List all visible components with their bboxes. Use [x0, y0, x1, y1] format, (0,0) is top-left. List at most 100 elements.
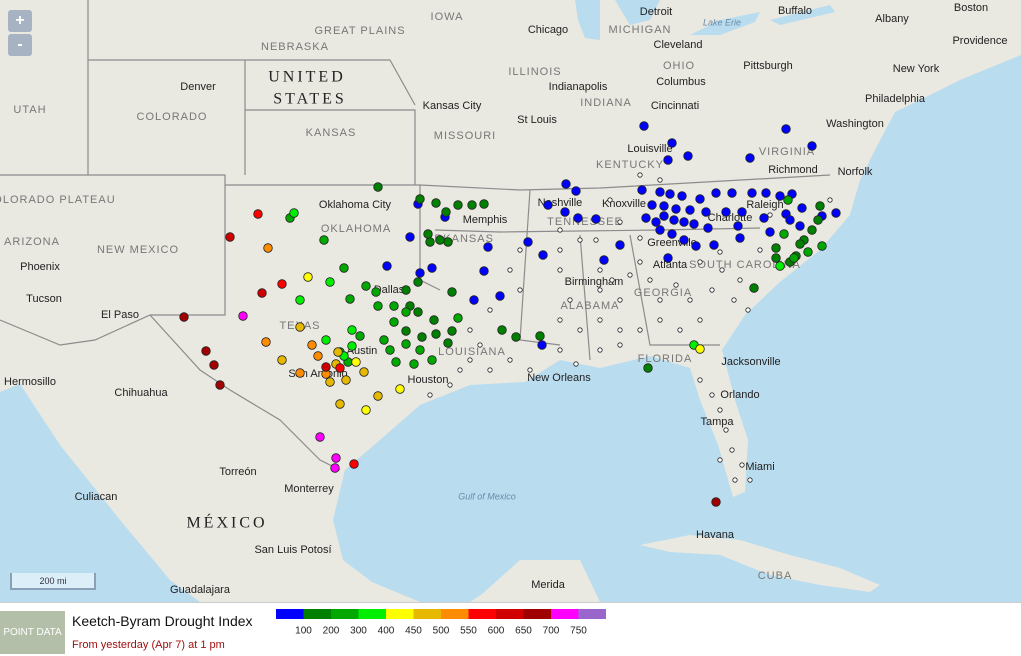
station-dot	[717, 407, 723, 413]
station-dot	[609, 277, 615, 283]
station-dot	[215, 380, 225, 390]
station-dot	[677, 191, 687, 201]
station-dot	[637, 259, 643, 265]
station-dot	[469, 295, 479, 305]
map-label: MICHIGAN	[609, 24, 672, 36]
map-label: ARIZONA	[4, 236, 60, 248]
station-dot	[745, 153, 755, 163]
station-dot	[771, 243, 781, 253]
station-dot	[179, 312, 189, 322]
station-dot	[617, 297, 623, 303]
station-dot	[627, 272, 633, 278]
station-dot	[277, 355, 287, 365]
station-dot	[685, 205, 695, 215]
map-label: Hermosillo	[4, 376, 56, 388]
legend-swatch	[358, 609, 386, 619]
map-label: VIRGINIA	[759, 146, 815, 158]
station-dot	[577, 327, 583, 333]
station-dot	[637, 185, 647, 195]
zoom-in[interactable]: +	[8, 10, 32, 32]
station-dot	[781, 124, 791, 134]
map-label: INDIANA	[580, 97, 632, 109]
station-dot	[667, 229, 677, 239]
station-dot	[431, 198, 441, 208]
station-dot	[457, 367, 463, 373]
station-dot	[617, 219, 623, 225]
station-dot	[711, 497, 721, 507]
legend-label: 700	[543, 626, 560, 637]
station-dot	[637, 172, 643, 178]
station-dot	[747, 188, 757, 198]
station-dot	[731, 297, 737, 303]
station-dot	[389, 317, 399, 327]
station-dot	[641, 213, 651, 223]
lake	[770, 5, 835, 25]
legend-label: 200	[323, 626, 340, 637]
map-label: GEORGIA	[634, 287, 692, 299]
station-dot	[673, 282, 679, 288]
station-dot	[415, 194, 425, 204]
station-dot	[735, 233, 745, 243]
station-dot	[371, 287, 381, 297]
station-dot	[431, 329, 441, 339]
map-label: Chicago	[528, 24, 568, 36]
legend-swatch	[441, 609, 469, 619]
station-dot	[557, 227, 563, 233]
map-label: SOUTH CAROLINA	[689, 259, 801, 271]
map-label: Lake Erie	[703, 17, 741, 27]
station-dot	[683, 151, 693, 161]
station-dot	[797, 203, 807, 213]
station-dot	[651, 217, 661, 227]
map-label: Gulf of Mexico	[458, 491, 516, 501]
legend-label: 450	[405, 626, 422, 637]
station-dot	[813, 215, 823, 225]
legend-label: 600	[488, 626, 505, 637]
map-label: Cleveland	[654, 39, 703, 51]
map-label: STATES	[273, 91, 347, 108]
station-dot	[413, 277, 423, 287]
legend-label: 100	[295, 626, 312, 637]
station-dot	[443, 338, 453, 348]
legend-swatch	[523, 609, 551, 619]
station-dot	[759, 213, 769, 223]
station-dot	[201, 346, 211, 356]
station-dot	[771, 253, 781, 263]
station-dot	[779, 229, 789, 239]
station-dot	[417, 332, 427, 342]
zoom-out[interactable]: -	[8, 34, 32, 56]
station-dot	[443, 237, 453, 247]
legend-swatch	[413, 609, 441, 619]
lake	[690, 12, 760, 35]
station-dot	[429, 315, 439, 325]
station-dot	[647, 277, 653, 283]
station-dot	[727, 188, 737, 198]
legend-swatch	[496, 609, 524, 619]
map-label: Tampa	[700, 416, 734, 428]
map-label: Miami	[745, 461, 774, 473]
station-dot	[441, 207, 451, 217]
station-dot	[335, 399, 345, 409]
station-dot	[351, 357, 361, 367]
legend-label: 300	[350, 626, 367, 637]
station-dot	[795, 221, 805, 231]
legend-label: 650	[515, 626, 532, 637]
map-label: Louisville	[627, 143, 672, 155]
station-dot	[535, 331, 545, 341]
point-data-button[interactable]: POINT DATA	[0, 611, 65, 654]
map-label: Birmingham	[565, 276, 624, 288]
station-dot	[331, 453, 341, 463]
basemap: GREAT PLAINS NEBRASKA IOWA Chicago Detroit La…	[0, 0, 1021, 602]
station-dot	[677, 327, 683, 333]
station-dot	[315, 432, 325, 442]
station-dot	[807, 225, 817, 235]
station-dot	[597, 347, 603, 353]
map-label: Orlando	[720, 389, 759, 401]
station-dot	[729, 447, 735, 453]
map-label: Providence	[952, 35, 1007, 47]
station-dot	[827, 197, 833, 203]
station-dot	[359, 367, 369, 377]
map-label: LOUISIANA	[438, 346, 506, 358]
station-dot	[379, 335, 389, 345]
station-dot	[691, 241, 701, 251]
lake	[575, 0, 600, 40]
